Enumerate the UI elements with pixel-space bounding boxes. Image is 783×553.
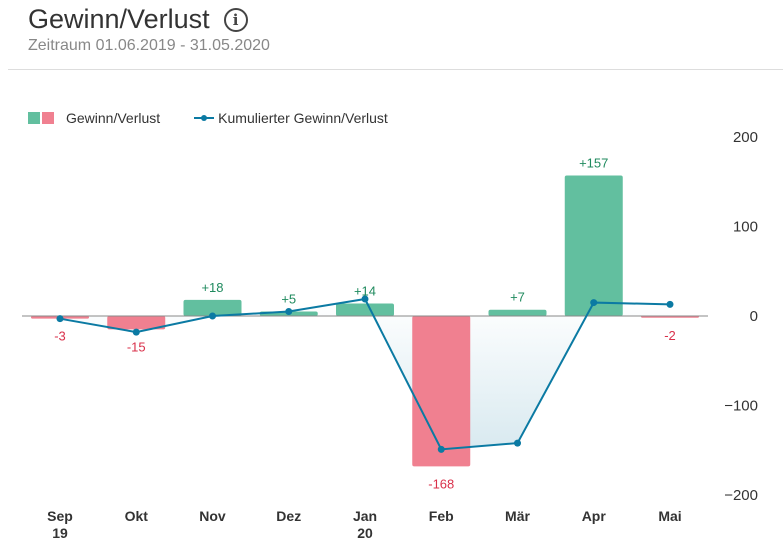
bar-data-label: -3 — [54, 329, 66, 344]
x-tick-label: Okt — [125, 508, 149, 524]
bar-data-label: -15 — [127, 339, 146, 354]
x-tick-label: Dez — [276, 508, 301, 524]
bar-Jan — [336, 303, 394, 316]
bar-data-label: +5 — [281, 292, 296, 307]
x-tick-label: Mai — [658, 508, 681, 524]
x-tick-label: Sep — [47, 508, 73, 524]
legend: Gewinn/Verlust Kumulierter Gewinn/Verlus… — [28, 110, 388, 126]
cumulative-point — [437, 445, 445, 453]
divider — [8, 69, 783, 70]
bar-data-label: +14 — [354, 283, 376, 298]
legend-swatch-negative — [42, 112, 54, 124]
bar-data-label: -2 — [664, 328, 676, 343]
bar-Okt — [107, 316, 166, 330]
legend-line-icon — [194, 115, 215, 121]
bar-Feb — [412, 316, 471, 467]
title-text: Gewinn/Verlust — [28, 4, 210, 34]
bar-data-label: +157 — [579, 155, 608, 170]
info-icon[interactable]: i — [223, 7, 248, 32]
y-tick-label: −200 — [724, 487, 758, 504]
x-tick-label: Feb — [429, 508, 454, 524]
y-tick-label: 0 — [750, 308, 758, 325]
cumulative-point — [56, 315, 64, 323]
x-tick-sublabel: 20 — [357, 525, 373, 541]
y-tick-label: 100 — [733, 219, 758, 236]
cumulative-point — [514, 439, 521, 447]
cumulative-point — [209, 312, 216, 320]
cumulative-point — [590, 299, 598, 307]
legend-item-line[interactable]: Kumulierter Gewinn/Verlust — [218, 110, 388, 126]
cumulative-point — [132, 328, 140, 336]
bar-data-label: +7 — [510, 290, 525, 305]
x-tick-label: Jan — [353, 508, 377, 524]
cumulative-area — [60, 298, 670, 450]
period-subtitle: Zeitraum 01.06.2019 - 31.05.2020 — [28, 37, 270, 54]
bar-Nov — [183, 299, 242, 316]
y-tick-label: −100 — [724, 398, 758, 415]
cumulative-point — [285, 308, 293, 316]
x-tick-sublabel: 19 — [52, 525, 68, 541]
y-tick-label: 200 — [733, 129, 758, 146]
bar-data-label: +18 — [201, 280, 223, 295]
x-tick-label: Apr — [582, 508, 607, 524]
x-tick-label: Nov — [199, 508, 226, 524]
page-title: Gewinn/Verlust i — [28, 4, 248, 35]
cumulative-point — [361, 295, 369, 303]
legend-swatch-positive — [28, 112, 40, 124]
bar-Mär — [488, 309, 547, 316]
bar-Apr — [564, 175, 623, 316]
cumulative-point — [666, 300, 674, 308]
x-tick-label: Mär — [505, 508, 530, 524]
bar-data-label: -168 — [428, 476, 454, 491]
legend-item-bars[interactable]: Gewinn/Verlust — [66, 110, 161, 126]
